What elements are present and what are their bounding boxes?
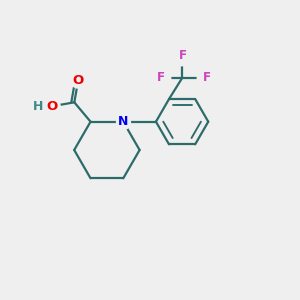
Text: O: O <box>47 100 58 113</box>
Text: O: O <box>73 74 84 87</box>
Text: H: H <box>33 100 43 113</box>
Text: F: F <box>156 71 164 84</box>
Text: F: F <box>178 49 186 62</box>
Text: F: F <box>203 71 211 84</box>
Text: N: N <box>118 115 128 128</box>
